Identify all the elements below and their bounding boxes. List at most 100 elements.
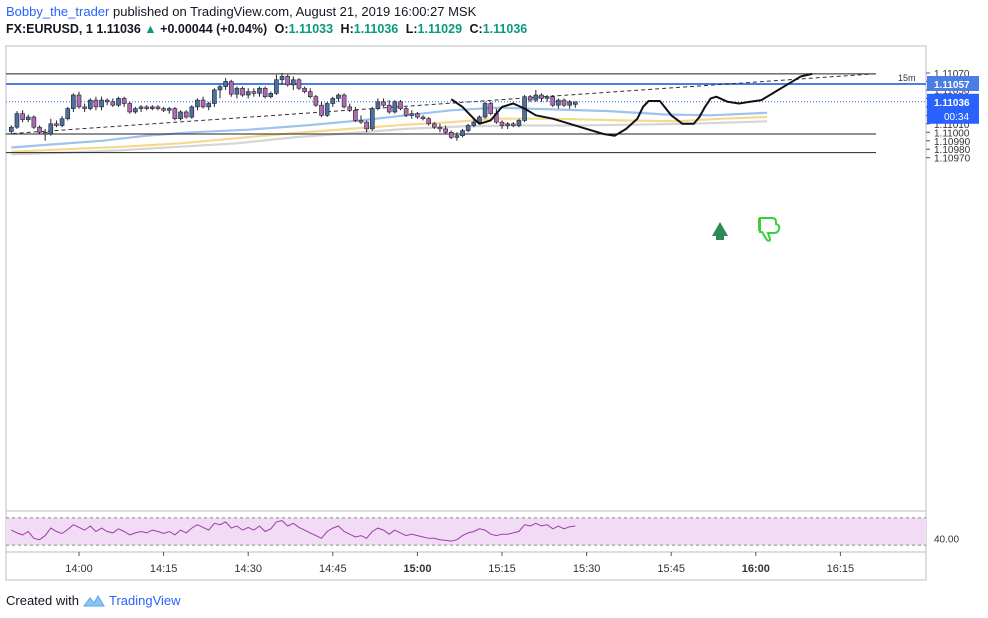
rsi-line: 40.00 (11, 520, 959, 545)
candle-body (25, 116, 31, 120)
open-label: O: (274, 22, 289, 36)
candle (93, 96, 99, 111)
candle-body (150, 106, 155, 109)
annotation-icons (712, 217, 781, 242)
candle-body (189, 106, 195, 118)
candle (48, 118, 54, 136)
tradingview-link[interactable]: TradingView (108, 593, 181, 608)
publish-line: Bobby_the_trader published on TradingVie… (6, 4, 476, 19)
chart-frame (5, 45, 927, 581)
candle-body (398, 101, 403, 109)
candle-body (65, 108, 71, 120)
rsi-band-fill (6, 517, 926, 546)
candle (99, 96, 104, 111)
candle (341, 93, 347, 109)
time-tick-label: 15:00 (403, 563, 431, 575)
candle-body (82, 106, 87, 109)
thumbs-down-icon (758, 217, 781, 242)
tradingview-logo-icon (82, 594, 105, 606)
candle-body (420, 116, 426, 120)
candle-body (240, 87, 245, 96)
symbol-label: FX:EURUSD, 1 (6, 22, 93, 36)
candle (76, 91, 82, 109)
candle-body (465, 125, 471, 131)
candle-body (550, 96, 556, 106)
time-tick-label: 14:00 (65, 563, 93, 575)
candle (206, 101, 212, 111)
candle-body (183, 111, 189, 118)
candle (223, 78, 228, 90)
candle-body (217, 86, 223, 91)
candle (448, 130, 454, 140)
candle-body (31, 116, 37, 128)
candle (116, 96, 121, 107)
publish-info: published on TradingView.com, August 21,… (112, 4, 477, 19)
candle (488, 101, 494, 116)
candle (178, 110, 183, 121)
candle-body (54, 123, 59, 126)
candle (398, 100, 403, 111)
rsi-axis-label: 40.00 (934, 534, 959, 545)
candle (144, 105, 149, 111)
candle-body (392, 101, 398, 113)
ohlc-legend: FX:EURUSD, 1 1.11036 ▲ +0.00044 (+0.04%)… (6, 22, 527, 36)
candle (573, 101, 578, 108)
candle-body (285, 76, 290, 86)
candle-body (527, 96, 533, 101)
candle-body (347, 106, 353, 111)
candle-body (499, 121, 505, 126)
candle (257, 86, 262, 97)
candle (420, 115, 426, 121)
candle (262, 86, 268, 99)
candle-body (488, 103, 494, 114)
time-tick-label: 14:30 (234, 563, 262, 575)
time-axis[interactable]: 14:00 14:15 14:30 14:45 15:00 15:15 15:30 15:45… (65, 552, 854, 575)
candle-body (330, 98, 336, 104)
forecast-tail (800, 72, 813, 78)
candle (409, 110, 415, 119)
candles (9, 73, 578, 141)
candle-body (369, 108, 375, 130)
candle-body (437, 126, 443, 130)
author-link[interactable]: Bobby_the_trader (6, 4, 110, 19)
close-value: 1.11036 (482, 22, 528, 36)
candle-body (116, 98, 121, 106)
candle-body (432, 123, 437, 128)
open-value: 1.11033 (288, 22, 334, 36)
candle (386, 100, 392, 114)
rsi-band (6, 517, 926, 546)
candle (172, 106, 178, 121)
trend-line (5, 73, 875, 135)
candle (544, 95, 550, 102)
candle-body (279, 76, 285, 81)
moving-averages (11, 106, 768, 156)
interval-label: 15m (898, 73, 916, 83)
candle-body (510, 123, 516, 126)
time-tick-label: 14:45 (319, 563, 347, 575)
candle (251, 88, 257, 97)
candle-body (516, 120, 522, 126)
last-price-tag (927, 93, 979, 124)
candle-body (291, 79, 296, 86)
time-tick-label: 16:00 (742, 563, 770, 575)
up-triangle-icon: ▲ (144, 22, 157, 36)
candle-body (505, 123, 510, 126)
candle (285, 74, 290, 87)
candle (228, 79, 234, 97)
candle-body (409, 113, 415, 116)
candle-body (251, 91, 257, 94)
candle (403, 106, 409, 118)
candle (138, 105, 144, 112)
candle-body (482, 103, 488, 118)
mid-moving-average (11, 115, 768, 153)
candle (516, 118, 522, 128)
candle (426, 117, 431, 126)
candle-body (415, 113, 420, 118)
candle (567, 100, 572, 109)
candle-body (172, 108, 178, 120)
candle (550, 95, 556, 107)
candle-body (573, 101, 578, 105)
candle (353, 106, 358, 123)
candle (561, 98, 567, 107)
